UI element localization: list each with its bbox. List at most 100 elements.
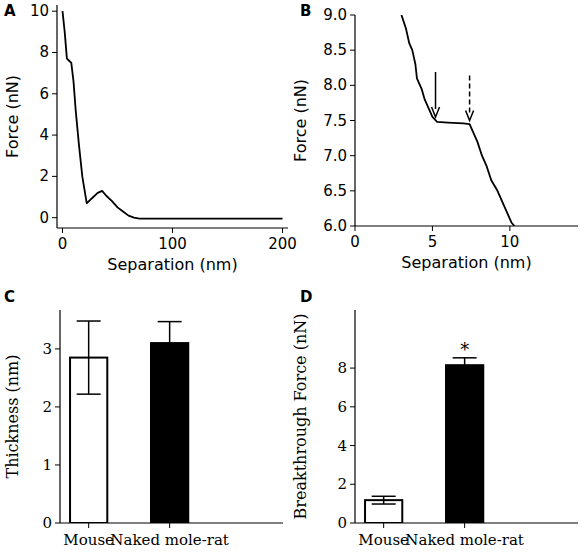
error-cap (453, 372, 477, 374)
x-tick-label: 10 (500, 233, 519, 251)
x-tick-label: Naked mole-rat (405, 531, 524, 549)
y-tick (55, 523, 60, 524)
y-tick (350, 85, 355, 86)
arrow-shaft (435, 72, 437, 109)
arrow-head (432, 107, 440, 117)
panel-2: C0123Thickness (nm)MouseNaked mole-rat (3, 288, 283, 549)
y-tick-label: 1 (42, 456, 52, 474)
y-tick-label: 2 (337, 475, 347, 493)
panel-label: C (4, 288, 15, 306)
error-cap (77, 320, 101, 322)
y-tick (350, 155, 355, 156)
y-tick-label: 7.5 (323, 112, 347, 130)
y-tick (350, 368, 355, 369)
plot-area (63, 11, 283, 219)
x-tick-label: 0 (58, 235, 68, 253)
error-bar (372, 496, 396, 504)
error-line (464, 358, 466, 373)
y-tick (55, 464, 60, 465)
error-cap (77, 393, 101, 395)
y-tick-label: 4 (39, 126, 49, 144)
y-tick (350, 50, 355, 51)
panel-0: A0246810Force (nN)0100200Separation (nm) (3, 2, 297, 274)
x-tick (355, 226, 356, 231)
x-axis-label: Separation (nm) (107, 255, 237, 274)
y-tick-label: 0 (337, 514, 347, 532)
significance: * (460, 339, 469, 360)
y-axis-label: Thickness (nm) (3, 355, 22, 479)
x-axis (355, 522, 578, 523)
error-cap (158, 321, 182, 323)
bar (151, 343, 188, 523)
y-tick (350, 15, 355, 16)
y-tick-label: 6 (337, 398, 347, 416)
figure: A0246810Force (nN)0100200Separation (nm)… (0, 0, 586, 553)
x-tick (172, 228, 173, 233)
y-tick (52, 217, 57, 218)
x-tick (169, 523, 170, 528)
x-axis (57, 227, 288, 228)
x-axis (355, 225, 578, 226)
y-tick-label: 6 (39, 85, 49, 103)
y-tick (52, 11, 57, 12)
x-tick (509, 226, 510, 231)
x-tick-label: 5 (428, 233, 438, 251)
panel-label: D (300, 288, 312, 306)
x-tick-label: Mouse (63, 531, 114, 549)
y-tick (52, 93, 57, 94)
y-tick-label: 10 (30, 2, 49, 20)
y-tick-label: 6.5 (323, 182, 347, 200)
y-tick-label: 8.5 (323, 41, 347, 59)
error-cap (372, 503, 396, 505)
error-bar (158, 322, 182, 365)
error-line (169, 322, 171, 365)
y-tick (350, 190, 355, 191)
y-tick-label: 2 (42, 398, 52, 416)
y-tick (52, 176, 57, 177)
x-tick-label: 200 (268, 235, 297, 253)
error-line (383, 496, 385, 504)
y-axis-label: Force (nN) (291, 79, 310, 162)
error-cap (372, 496, 396, 498)
plot-area (401, 15, 514, 226)
y-tick-label: 8.0 (323, 76, 347, 94)
x-tick-label: 100 (158, 235, 187, 253)
y-axis (56, 5, 57, 228)
y-tick (52, 52, 57, 53)
x-tick (383, 523, 384, 528)
x-tick-label: 0 (350, 233, 360, 251)
arrow (466, 76, 474, 121)
line (401, 15, 514, 226)
bar (446, 365, 483, 523)
y-tick-label: 8 (337, 359, 347, 377)
panel-label: A (4, 2, 16, 20)
error-line (88, 321, 90, 394)
x-tick (464, 523, 465, 528)
y-tick-label: 8 (39, 43, 49, 61)
y-tick-label: 9.0 (323, 6, 347, 24)
y-tick (350, 445, 355, 446)
y-tick (350, 523, 355, 524)
y-tick (55, 348, 60, 349)
y-tick (350, 484, 355, 485)
error-cap (158, 364, 182, 366)
y-tick (52, 135, 57, 136)
y-axis (59, 310, 60, 523)
y-tick-label: 0 (39, 209, 49, 227)
x-axis (60, 522, 283, 523)
error-bar (77, 321, 101, 394)
y-tick (350, 120, 355, 121)
x-tick-label: Mouse (358, 531, 409, 549)
x-tick (88, 523, 89, 528)
arrow (432, 72, 440, 117)
y-tick-label: 0 (42, 514, 52, 532)
arrow-shaft (469, 76, 471, 113)
y-tick-label: 4 (337, 437, 347, 455)
line (63, 11, 283, 219)
y-tick (350, 406, 355, 407)
y-axis (354, 15, 355, 226)
y-axis-label: Breakthrough Force (nN) (291, 314, 310, 520)
panel-3: D 0 2 4 6 8 Breakthrough Force (nN) MouseNaked … (291, 288, 578, 549)
x-axis-label: Separation (nm) (401, 253, 531, 272)
panel-1: B6.06.57.07.58.08.59.0Force (nN)0510Sepa… (291, 2, 578, 272)
